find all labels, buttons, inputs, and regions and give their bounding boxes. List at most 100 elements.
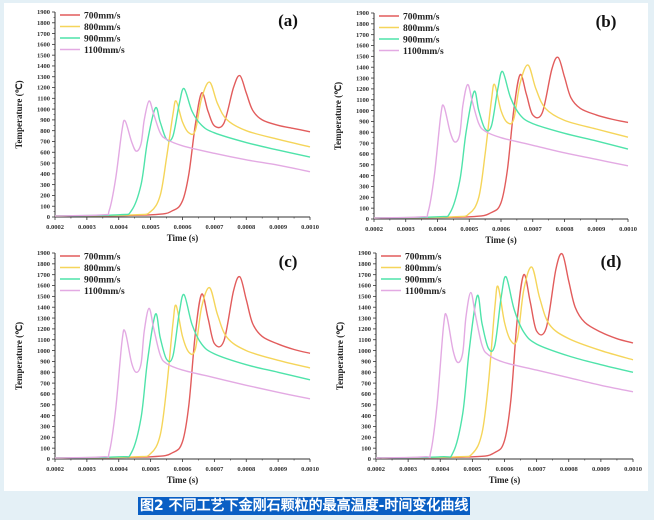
y-tick-label: 500 — [359, 162, 369, 169]
y-tick-label: 300 — [359, 184, 369, 191]
y-tick-label: 400 — [40, 413, 50, 420]
y-axis-label: Temperature (℃) — [14, 80, 24, 148]
y-tick-label: 100 — [40, 203, 50, 210]
x-tick-label: 0.0003 — [78, 466, 97, 473]
y-tick-label: 100 — [40, 445, 50, 452]
series-line-800mm-per-s — [373, 64, 629, 219]
x-axis-label: Time (s) — [167, 475, 199, 485]
y-tick-label: 1900 — [358, 250, 371, 257]
x-tick-label: 0.0002 — [46, 224, 64, 231]
y-tick-label: 1400 — [37, 63, 50, 70]
y-tick-label: 900 — [359, 119, 369, 126]
y-tick-label: 100 — [359, 205, 369, 212]
series-line-900mm-per-s — [375, 275, 634, 459]
y-tick-label: 1500 — [356, 54, 369, 61]
panel-label: (a) — [278, 11, 298, 30]
x-tick-label: 0.0003 — [399, 466, 418, 473]
series-line-900mm-per-s — [54, 293, 311, 459]
legend-label: 900mm/s — [405, 275, 442, 285]
y-tick-label: 1500 — [37, 294, 50, 301]
y-tick-label: 0 — [47, 214, 50, 221]
y-tick-label: 1100 — [37, 337, 50, 344]
y-axis-label: Temperature (℃) — [335, 322, 345, 390]
legend-label: 1100mm/s — [405, 287, 446, 297]
charts-svg: 0100200300400500600700800900100011001200… — [14, 9, 642, 485]
y-tick-label: 200 — [40, 435, 50, 442]
panel-label: (b) — [596, 12, 617, 31]
y-tick-label: 1200 — [37, 85, 50, 92]
y-tick-label: 700 — [40, 380, 50, 387]
y-tick-label: 300 — [40, 424, 50, 431]
y-tick-label: 1200 — [356, 86, 369, 93]
series-line-1100mm-per-s — [54, 307, 311, 459]
x-tick-label: 0.0004 — [110, 466, 129, 473]
y-tick-label: 1000 — [356, 108, 369, 115]
y-tick-label: 1000 — [37, 348, 50, 355]
x-tick-label: 0.0007 — [528, 466, 547, 473]
series-line-800mm-per-s — [375, 266, 634, 459]
x-tick-label: 0.0006 — [496, 466, 515, 473]
y-tick-label: 1400 — [356, 64, 369, 71]
x-tick-label: 0.0004 — [431, 466, 450, 473]
x-tick-label: 0.0002 — [367, 466, 385, 473]
x-tick-label: 0.0004 — [429, 226, 448, 233]
y-tick-label: 900 — [361, 359, 371, 366]
y-tick-label: 300 — [40, 182, 50, 189]
x-axis-label: Time (s) — [485, 235, 517, 245]
legend-label: 800mm/s — [84, 264, 121, 274]
x-tick-label: 0.0005 — [142, 224, 161, 231]
y-tick-label: 800 — [361, 369, 371, 376]
x-tick-label: 0.0008 — [237, 466, 256, 473]
x-tick-label: 0.0009 — [592, 466, 611, 473]
x-tick-label: 0.0002 — [46, 466, 64, 473]
series-line-700mm-per-s — [54, 275, 311, 459]
y-tick-label: 200 — [361, 435, 371, 442]
y-tick-label: 500 — [40, 402, 50, 409]
figure-panel — [4, 3, 648, 491]
y-tick-label: 1800 — [37, 261, 50, 268]
y-tick-label: 800 — [40, 369, 50, 376]
legend-label: 1100mm/s — [84, 287, 125, 297]
y-tick-label: 1200 — [358, 326, 371, 333]
legend-label: 800mm/s — [405, 264, 442, 274]
x-tick-label: 0.0003 — [78, 224, 97, 231]
x-tick-label: 0.0005 — [142, 466, 161, 473]
legend-label: 800mm/s — [84, 23, 121, 33]
y-tick-label: 800 — [359, 129, 369, 136]
y-tick-label: 0 — [366, 216, 369, 223]
x-tick-label: 0.0005 — [460, 226, 479, 233]
y-tick-label: 1700 — [356, 32, 369, 39]
y-tick-label: 1000 — [358, 348, 371, 355]
x-tick-label: 0.0010 — [624, 466, 642, 473]
y-tick-label: 800 — [40, 128, 50, 135]
y-tick-label: 0 — [47, 456, 50, 463]
x-tick-label: 0.0010 — [619, 226, 637, 233]
figure-caption: 图2 不同工艺下金刚石颗粒的最高温度-时间变化曲线 — [138, 497, 471, 515]
x-tick-label: 0.0008 — [556, 226, 575, 233]
x-tick-label: 0.0008 — [237, 224, 256, 231]
y-tick-label: 500 — [40, 160, 50, 167]
legend-label: 800mm/s — [403, 24, 440, 34]
y-tick-label: 700 — [359, 140, 369, 147]
legend-label: 700mm/s — [84, 252, 121, 262]
series-line-700mm-per-s — [54, 74, 311, 217]
x-tick-label: 0.0009 — [587, 226, 606, 233]
x-tick-label: 0.0007 — [205, 224, 224, 231]
y-tick-label: 1600 — [358, 283, 371, 290]
x-tick-label: 0.0006 — [174, 466, 193, 473]
y-tick-label: 1600 — [37, 283, 50, 290]
x-tick-label: 0.0009 — [269, 466, 288, 473]
y-tick-label: 100 — [361, 445, 371, 452]
y-tick-label: 1700 — [358, 272, 371, 279]
y-tick-label: 1300 — [358, 315, 371, 322]
y-tick-label: 400 — [361, 413, 371, 420]
legend-label: 900mm/s — [403, 35, 440, 45]
y-tick-label: 1000 — [37, 106, 50, 113]
y-tick-label: 1700 — [37, 272, 50, 279]
y-tick-label: 600 — [40, 149, 50, 156]
x-tick-label: 0.0008 — [560, 466, 579, 473]
y-tick-label: 1500 — [37, 52, 50, 59]
y-tick-label: 700 — [361, 380, 371, 387]
y-tick-label: 200 — [40, 193, 50, 200]
y-tick-label: 400 — [40, 171, 50, 178]
